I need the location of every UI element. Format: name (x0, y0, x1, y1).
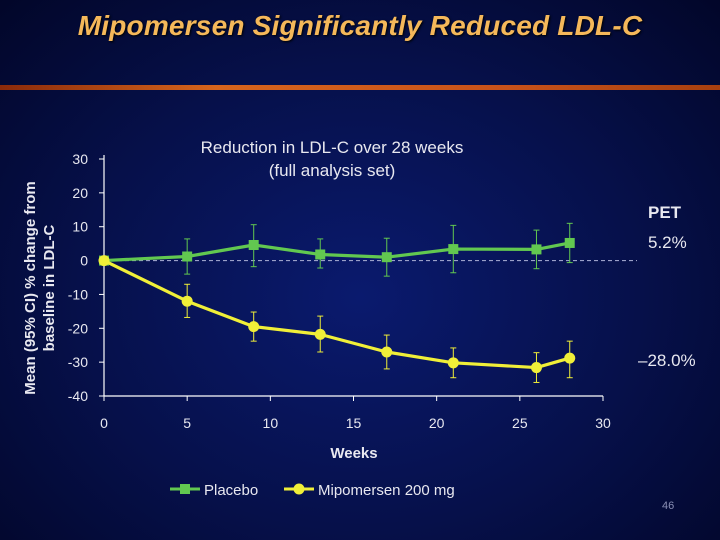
y-tick-label: 30 (72, 151, 88, 167)
placebo-point (564, 237, 575, 248)
placebo-point (531, 244, 542, 255)
x-tick-label: 5 (183, 415, 191, 431)
placebo-point (448, 244, 459, 255)
y-tick-label: -10 (68, 286, 88, 302)
chart-title: Reduction in LDL-C over 28 weeks (201, 138, 464, 157)
mipomersen-point (314, 328, 326, 340)
pet-label: PET (648, 203, 682, 222)
chart-legend: Placebo Mipomersen 200 mg (170, 482, 455, 499)
placebo-point (248, 239, 259, 250)
mipomersen-point (98, 255, 110, 267)
pet-mipomersen-value: –28.0% (638, 351, 696, 370)
legend-mipomersen-swatch-marker (293, 483, 305, 495)
x-tick-label: 25 (512, 415, 528, 431)
y-axis-label-line1: Mean (95% CI) % change from (22, 181, 39, 394)
y-tick-label: 0 (80, 253, 88, 269)
placebo-point (381, 252, 392, 263)
x-tick-label: 0 (100, 415, 108, 431)
placebo-point (315, 249, 326, 260)
mipomersen-point (447, 357, 459, 369)
y-tick-label: -20 (68, 320, 88, 336)
pet-placebo-value: 5.2% (648, 233, 687, 252)
title-divider (0, 85, 720, 90)
y-tick-label: -40 (68, 388, 88, 404)
x-axis-label: Weeks (330, 445, 377, 462)
mipomersen-point (530, 362, 542, 374)
mipomersen-point (181, 295, 193, 307)
placebo-line (103, 241, 571, 263)
chart-axes: 30 20 10 0 -10 -20 -30 -40 0 5 10 15 20 25 30 (68, 151, 637, 431)
legend-placebo-label: Placebo (204, 482, 258, 499)
x-tick-label: 10 (263, 415, 279, 431)
placebo-point (182, 251, 193, 262)
x-tick-label: 30 (595, 415, 611, 431)
y-tick-label: 10 (72, 219, 88, 235)
y-tick-label: -30 (68, 354, 88, 370)
y-tick-label: 20 (72, 185, 88, 201)
mipomersen-point (248, 321, 260, 333)
x-tick-label: 20 (429, 415, 445, 431)
page-number: 46 (662, 500, 675, 512)
chart-subtitle: (full analysis set) (269, 161, 396, 180)
y-axis-label-line2: baseline in LDL-C (41, 224, 58, 351)
x-tick-label: 15 (346, 415, 362, 431)
mipomersen-line (103, 259, 571, 370)
mipomersen-point (564, 352, 576, 364)
chart-marks (98, 222, 576, 383)
mipomersen-point (381, 346, 393, 358)
legend-mipomersen-label: Mipomersen 200 mg (318, 482, 455, 499)
legend-placebo-swatch-marker (180, 484, 190, 494)
slide-title: Mipomersen Significantly Reduced LDL-C (77, 10, 643, 41)
